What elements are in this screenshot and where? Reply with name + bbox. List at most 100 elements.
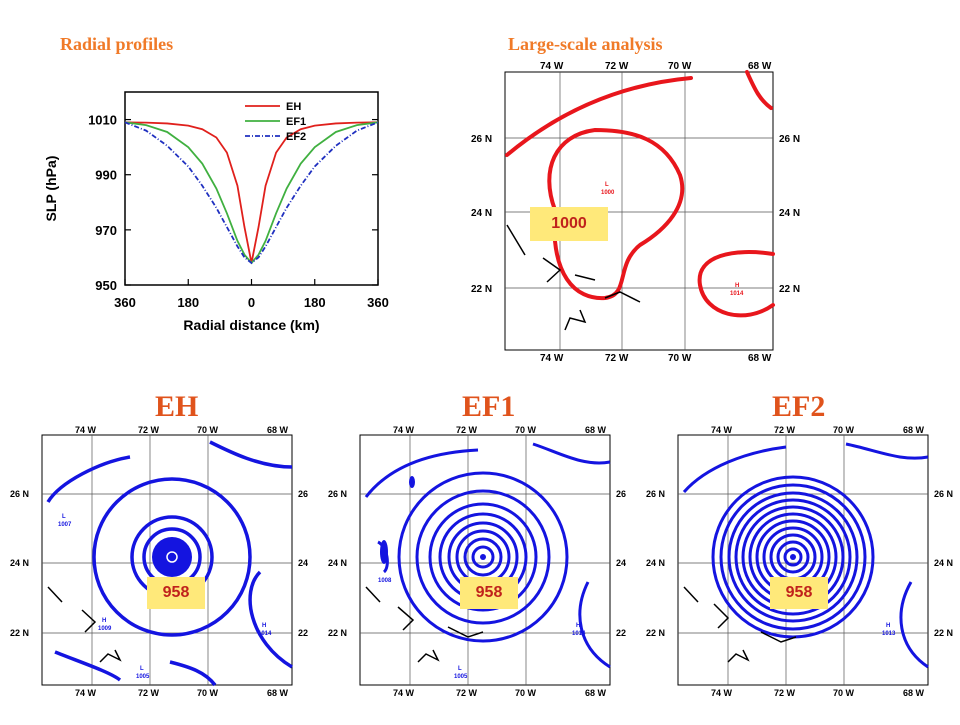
large-scale-map-svg: 74 W 72 W 70 W 68 W 74 W 72 W 70 W 68 W …: [471, 61, 800, 364]
ef2-title: EF2: [772, 390, 826, 423]
blue-blob: [380, 540, 388, 564]
lat-label: 22 N: [934, 628, 953, 638]
contour-label: L: [140, 666, 144, 672]
contour-label: H: [102, 618, 106, 624]
wind-barb: [47, 586, 63, 603]
map-lon-labels-top: 74 W 72 W 70 W 68 W: [75, 425, 289, 435]
lon-label: 68 W: [903, 425, 925, 435]
contour-label: 1005: [136, 674, 150, 680]
y-tick-label: 970: [95, 223, 117, 238]
lat-label: 24 N: [10, 558, 29, 568]
legend-label: EH: [286, 101, 301, 113]
lon-label: 74 W: [711, 688, 733, 698]
contour-ring: [719, 483, 867, 631]
wind-barbs: [506, 224, 641, 331]
lat-label: 26 N: [328, 489, 347, 499]
map-lon-labels-bottom: 74 W 72 W 70 W 68 W: [393, 688, 607, 698]
lat-label: 24 N: [646, 558, 665, 568]
lon-label: 72 W: [456, 688, 478, 698]
wind-barb: [81, 609, 97, 633]
lon-label: 70 W: [515, 425, 537, 435]
x-tick-label: 180: [177, 295, 199, 310]
wind-barb: [447, 626, 484, 638]
lat-label: 24 N: [779, 208, 800, 219]
lat-label: 22 N: [646, 628, 665, 638]
lon-label: 72 W: [605, 353, 629, 364]
lon-label: 72 W: [774, 425, 796, 435]
lon-label: 70 W: [668, 353, 692, 364]
lon-label: 70 W: [833, 688, 855, 698]
wind-barb: [417, 649, 440, 663]
large-contour-labels: L 1000 H 1014: [601, 182, 744, 297]
ef1-title: EF1: [462, 390, 516, 423]
lat-label: 26 N: [779, 134, 800, 145]
wind-barb: [727, 649, 750, 663]
contour-line: [364, 448, 479, 498]
wind-barb: [564, 309, 587, 331]
wind-barb: [365, 586, 381, 603]
lat-label: 26 N: [646, 489, 665, 499]
blue-blob: [409, 476, 415, 488]
wind-barb: [713, 603, 730, 629]
contour-line: [899, 581, 929, 669]
contour-ring: [92, 477, 252, 637]
lon-label: 72 W: [138, 425, 160, 435]
contour-line: [745, 70, 773, 110]
lat-label: 22 N: [779, 284, 800, 295]
lon-label: 68 W: [903, 688, 925, 698]
ef2-map: 74 W 72 W 70 W 68 W 74 W 72 W 70 W 68 W …: [636, 422, 956, 720]
ef1-pressure-badge: 958: [460, 577, 518, 609]
blue-contours: [682, 442, 929, 669]
storm-eye: [790, 554, 796, 560]
contour-ring: [727, 491, 859, 623]
lat-label: 24 N: [616, 558, 628, 568]
eh-pressure-badge: 958: [147, 577, 205, 609]
contour-ring: [776, 540, 810, 574]
lat-label: 24 N: [471, 208, 492, 219]
contour-label: H: [576, 623, 580, 629]
map-lon-labels-top: 74 W 72 W 70 W 68 W: [393, 425, 607, 435]
lat-label: 22 N: [471, 284, 492, 295]
contour-line: [54, 650, 122, 682]
lon-label: 70 W: [833, 425, 855, 435]
eh-map-svg: 74 W 72 W 70 W 68 W 74 W 72 W 70 W 68 W …: [10, 425, 317, 698]
lon-label: 74 W: [711, 425, 733, 435]
contour-label: 1007: [58, 522, 72, 528]
wind-barbs: [365, 586, 484, 663]
y-tick-label: 1010: [88, 113, 117, 128]
ef1-map: 74 W 72 W 70 W 68 W 74 W 72 W 70 W 68 W …: [318, 422, 635, 720]
lon-label: 74 W: [75, 688, 97, 698]
lat-label: 24 N: [298, 558, 310, 568]
radial-profile-svg: 950 970 990 1010 360 180 0 180 360 Radial distanc…: [43, 91, 389, 333]
contour-line: [505, 76, 693, 157]
y-tick-label: 950: [95, 278, 117, 293]
contour-line: [547, 127, 685, 301]
lon-label: 70 W: [197, 688, 219, 698]
lat-label: 26 N: [10, 489, 29, 499]
contour-ring: [734, 498, 852, 616]
wind-barb: [683, 586, 699, 603]
lon-label: 72 W: [605, 61, 629, 72]
contour-ring: [415, 489, 551, 625]
map-lat-labels: 26 N 24 N 22 N 26 N 24 N 22 N: [10, 489, 317, 638]
contour-label: H: [735, 283, 739, 289]
map-lat-labels: 26 N 24 N 22 N 26 N 24 N 22 N: [328, 489, 635, 638]
contour-label: 1014: [258, 631, 272, 637]
map-lon-labels-bottom: 74 W 72 W 70 W 68 W: [711, 688, 925, 698]
wind-barb: [574, 274, 596, 281]
red-contours: [505, 70, 775, 318]
y-tick-label: 990: [95, 168, 117, 183]
large-scale-analysis-title: Large-scale analysis: [508, 34, 663, 54]
wind-barb: [99, 649, 122, 663]
map-frame: [41, 434, 293, 686]
map-lon-labels-top: 74 W 72 W 70 W 68 W: [540, 61, 772, 72]
contour-line: [845, 442, 929, 460]
contour-line: [248, 570, 293, 669]
contour-label: 1005: [454, 674, 468, 680]
wind-barb: [760, 631, 797, 643]
map-lat-labels: 26 N 24 N 22 N 26 N 24 N 22 N: [471, 134, 800, 295]
lon-label: 74 W: [393, 425, 415, 435]
lon-label: 72 W: [138, 688, 160, 698]
lon-label: 74 W: [75, 425, 97, 435]
contour-line: [578, 581, 611, 669]
